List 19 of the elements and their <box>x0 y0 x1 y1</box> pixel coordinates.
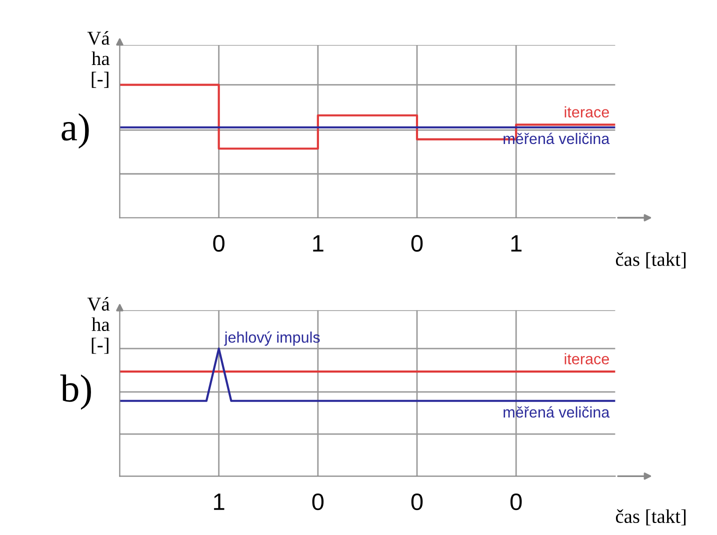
text: jehlový impuls <box>224 331 320 346</box>
x-tick-label: 1 <box>511 235 522 252</box>
series-label: měřená veličina <box>504 406 610 418</box>
text: a) <box>62 113 89 149</box>
text: b) <box>60 374 91 410</box>
x-axis-title: čas [takt] <box>616 252 686 268</box>
series-label: iterace <box>564 353 609 364</box>
series-label: měřená veličina <box>504 132 610 144</box>
x-tick-label: 0 <box>411 235 423 252</box>
x-tick-label: 0 <box>510 493 522 510</box>
y-axis-title: Vá ha [-] <box>87 31 110 88</box>
x-axis-title: čas [takt] <box>616 509 686 526</box>
y-axis-title: Vá ha [-] <box>87 297 110 354</box>
x-tick-label: 1 <box>313 235 324 252</box>
x-tick-label: 0 <box>312 493 324 510</box>
x-tick-label: 1 <box>214 494 224 510</box>
x-tick-label: 0 <box>411 493 423 510</box>
x-tick-label: 0 <box>213 235 224 252</box>
series-label: iterace <box>564 106 609 118</box>
